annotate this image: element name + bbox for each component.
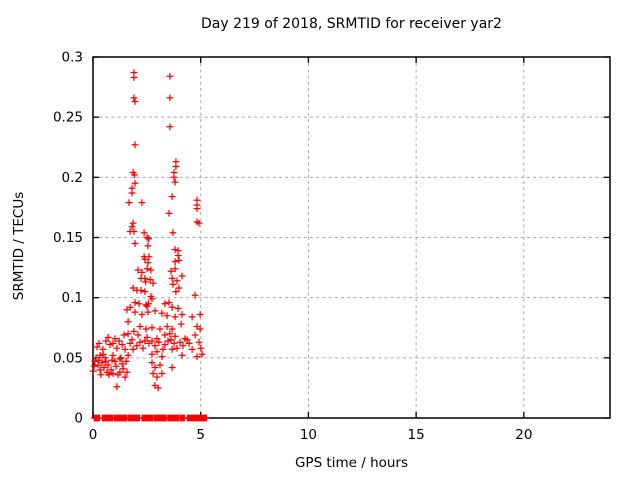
x-tick-labels: 0 5 10 15 20 [89, 427, 533, 443]
plot-border [92, 56, 611, 419]
x-tick-label: 10 [300, 427, 317, 443]
chart-title: Day 219 of 2018, SRMTID for receiver yar… [201, 16, 502, 32]
series-markers [90, 69, 206, 392]
zero-row-markers [90, 414, 210, 422]
y-tick-label: 0.05 [53, 350, 83, 366]
y-tick-label: 0.1 [62, 290, 83, 306]
y-tick-label: 0.2 [62, 170, 83, 186]
gridlines [93, 57, 610, 418]
y-tick-label: 0.25 [53, 110, 83, 126]
x-tick-label: 20 [515, 427, 532, 443]
x-tick-label: 5 [196, 427, 205, 443]
y-tick-label: 0.3 [62, 50, 83, 66]
x-tick-label: 15 [408, 427, 425, 443]
x-axis-label: GPS time / hours [294, 455, 409, 471]
x-tick-label: 0 [89, 427, 98, 443]
y-tick-label: 0.15 [53, 230, 83, 246]
y-tick-labels: 0 0.05 0.1 0.15 0.2 0.25 0.3 [53, 50, 83, 427]
scatter-points [90, 69, 210, 422]
axis-ticks [92, 56, 610, 419]
y-tick-label: 0 [74, 411, 83, 427]
